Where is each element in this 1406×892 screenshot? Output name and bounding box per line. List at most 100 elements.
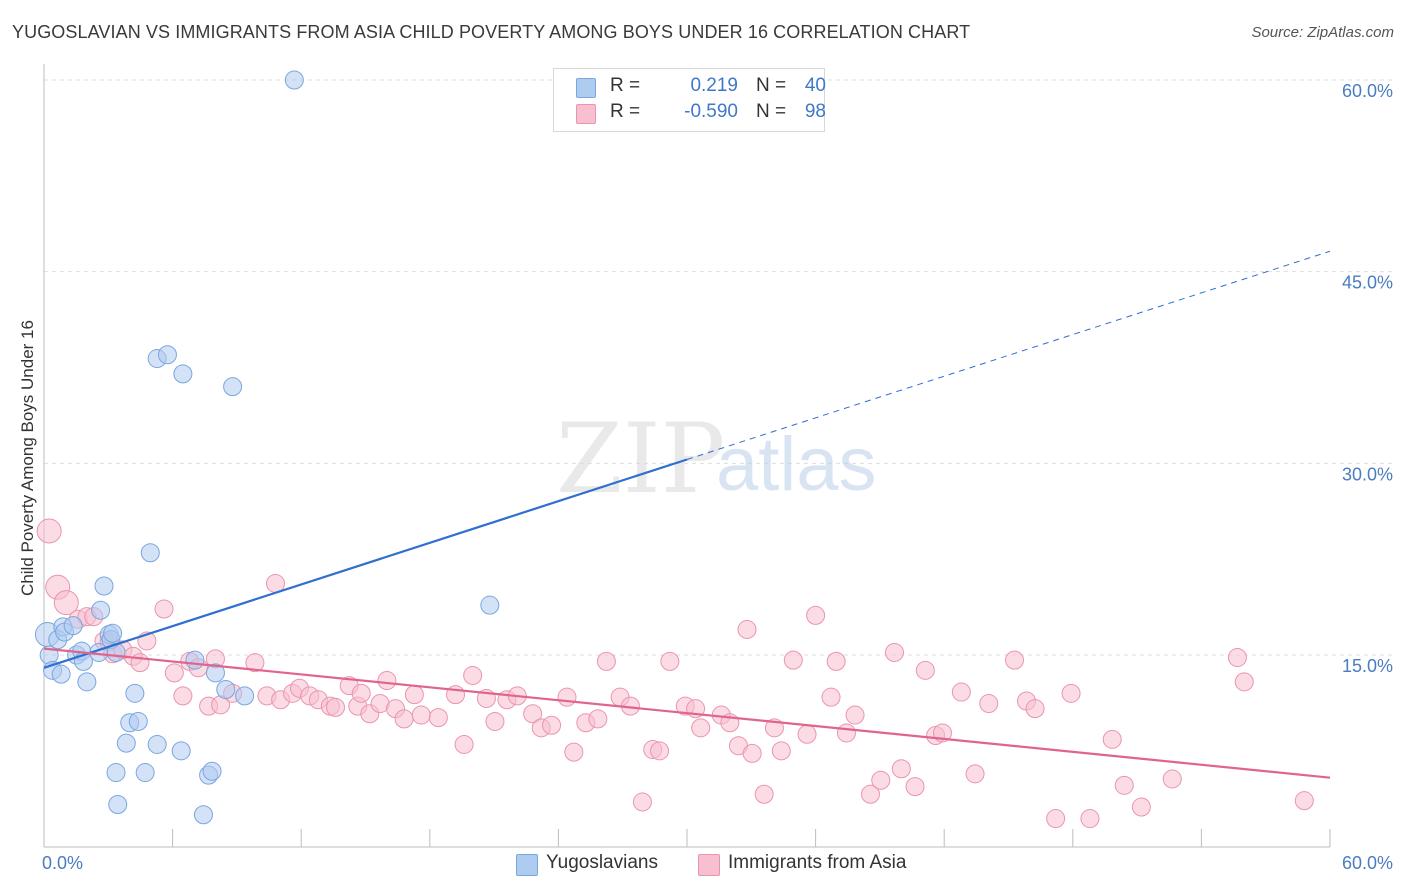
point-immigrants-from-asia [557,687,577,707]
point-immigrants-from-asia [53,590,79,616]
point-yugoslavian [223,377,243,397]
point-yugoslavian [125,683,145,703]
point-immigrants-from-asia [754,784,774,804]
point-immigrants-from-asia [871,770,891,790]
point-immigrants-from-asia [542,715,562,735]
y-tick-label: 60.0% [1342,81,1393,101]
point-yugoslavian [63,616,83,636]
y-tick-label: 45.0% [1342,273,1393,293]
point-immigrants-from-asia [564,742,584,762]
correlation-legend: R = 0.219 N = 40 R = -0.590 N = 98 [553,68,826,132]
point-immigrants-from-asia [154,599,174,619]
point-immigrants-from-asia [771,741,791,761]
legend-r-label: R = [610,101,641,122]
point-yugoslavian [94,576,114,596]
point-yugoslavian [235,686,255,706]
point-immigrants-from-asia [36,518,62,544]
source-credit: Source: ZipAtlas.com [1251,24,1394,41]
point-immigrants-from-asia [523,704,543,724]
point-immigrants-from-asia [164,663,184,683]
legend-n-value: 98 [804,101,826,122]
point-immigrants-from-asia [428,708,448,728]
trend-line-yugoslavians [43,458,688,669]
bottom-legend-label: Immigrants from Asia [728,852,907,873]
legend-r-value: 0.219 [690,75,738,96]
y-tick-label: 30.0% [1342,464,1393,484]
x-tick-label: 60.0% [1342,853,1393,873]
point-immigrants-from-asia [650,741,670,761]
point-immigrants-from-asia [979,694,999,714]
point-immigrants-from-asia [130,653,150,673]
trend-lines [43,250,1331,779]
point-yugoslavian [216,680,236,699]
point-immigrants-from-asia [806,605,826,625]
point-immigrants-from-asia [325,697,345,717]
point-immigrants-from-asia [826,651,846,671]
point-immigrants-from-asia [394,709,414,729]
point-immigrants-from-asia [691,718,711,738]
point-yugoslavian [284,70,304,90]
point-immigrants-from-asia [1294,791,1314,811]
point-immigrants-from-asia [632,792,652,812]
point-yugoslavian [51,664,71,684]
y-tick-label: 15.0% [1342,656,1393,676]
trend-line-yugoslavians-extension [686,250,1331,460]
point-immigrants-from-asia [860,784,880,804]
point-yugoslavian [91,600,111,620]
point-immigrants-from-asia [1131,797,1151,817]
point-immigrants-from-asia [485,711,505,731]
point-immigrants-from-asia [173,686,193,706]
point-immigrants-from-asia [742,743,762,763]
point-yugoslavian [157,345,177,365]
point-yugoslavian [116,733,136,753]
point-immigrants-from-asia [1227,648,1247,668]
point-yugoslavian [202,761,222,781]
bottom-legend-swatch-immigrants-from-asia [698,854,720,876]
legend-n-label: N = [756,75,787,96]
watermark-atlas: atlas [716,422,877,507]
point-yugoslavian [128,711,148,731]
watermark-zip: ZIP [556,403,725,515]
legend-swatch-yugoslavians [576,78,596,98]
point-yugoslavian [140,543,160,563]
series-immigrants-from-asia-points [36,518,1314,829]
point-yugoslavian [193,805,213,825]
point-immigrants-from-asia [411,705,431,725]
trend-line-immigrants-from-asia [43,647,1331,779]
point-yugoslavian [185,650,205,670]
point-immigrants-from-asia [891,759,911,779]
point-yugoslavian [108,795,128,814]
point-yugoslavian [135,763,155,783]
point-immigrants-from-asia [377,671,397,691]
legend-n-value: 40 [804,75,826,96]
point-immigrants-from-asia [404,685,424,705]
point-immigrants-from-asia [1046,809,1066,829]
point-immigrants-from-asia [884,642,904,662]
point-yugoslavian [147,734,167,754]
legend-r-value: -0.590 [684,101,738,122]
point-immigrants-from-asia [463,665,483,685]
point-immigrants-from-asia [588,709,608,729]
chart-title: YUGOSLAVIAN VS IMMIGRANTS FROM ASIA CHIL… [12,22,971,42]
point-immigrants-from-asia [836,723,856,743]
series-yugoslavians-points [34,70,500,825]
y-axis-title: Child Poverty Among Boys Under 16 [18,320,37,596]
point-yugoslavian [106,763,126,783]
point-immigrants-from-asia [596,651,616,671]
legend-n-label: N = [756,101,787,122]
point-immigrants-from-asia [1162,769,1182,789]
point-yugoslavian [173,364,193,384]
point-immigrants-from-asia [1114,775,1134,795]
point-immigrants-from-asia [1080,809,1100,829]
point-immigrants-from-asia [454,734,474,754]
point-yugoslavian [171,741,191,761]
point-immigrants-from-asia [245,653,265,673]
point-yugoslavian [77,672,97,692]
point-immigrants-from-asia [1102,729,1122,749]
point-immigrants-from-asia [1005,650,1025,670]
point-immigrants-from-asia [737,619,757,639]
point-yugoslavian [205,663,225,683]
point-immigrants-from-asia [951,682,971,702]
